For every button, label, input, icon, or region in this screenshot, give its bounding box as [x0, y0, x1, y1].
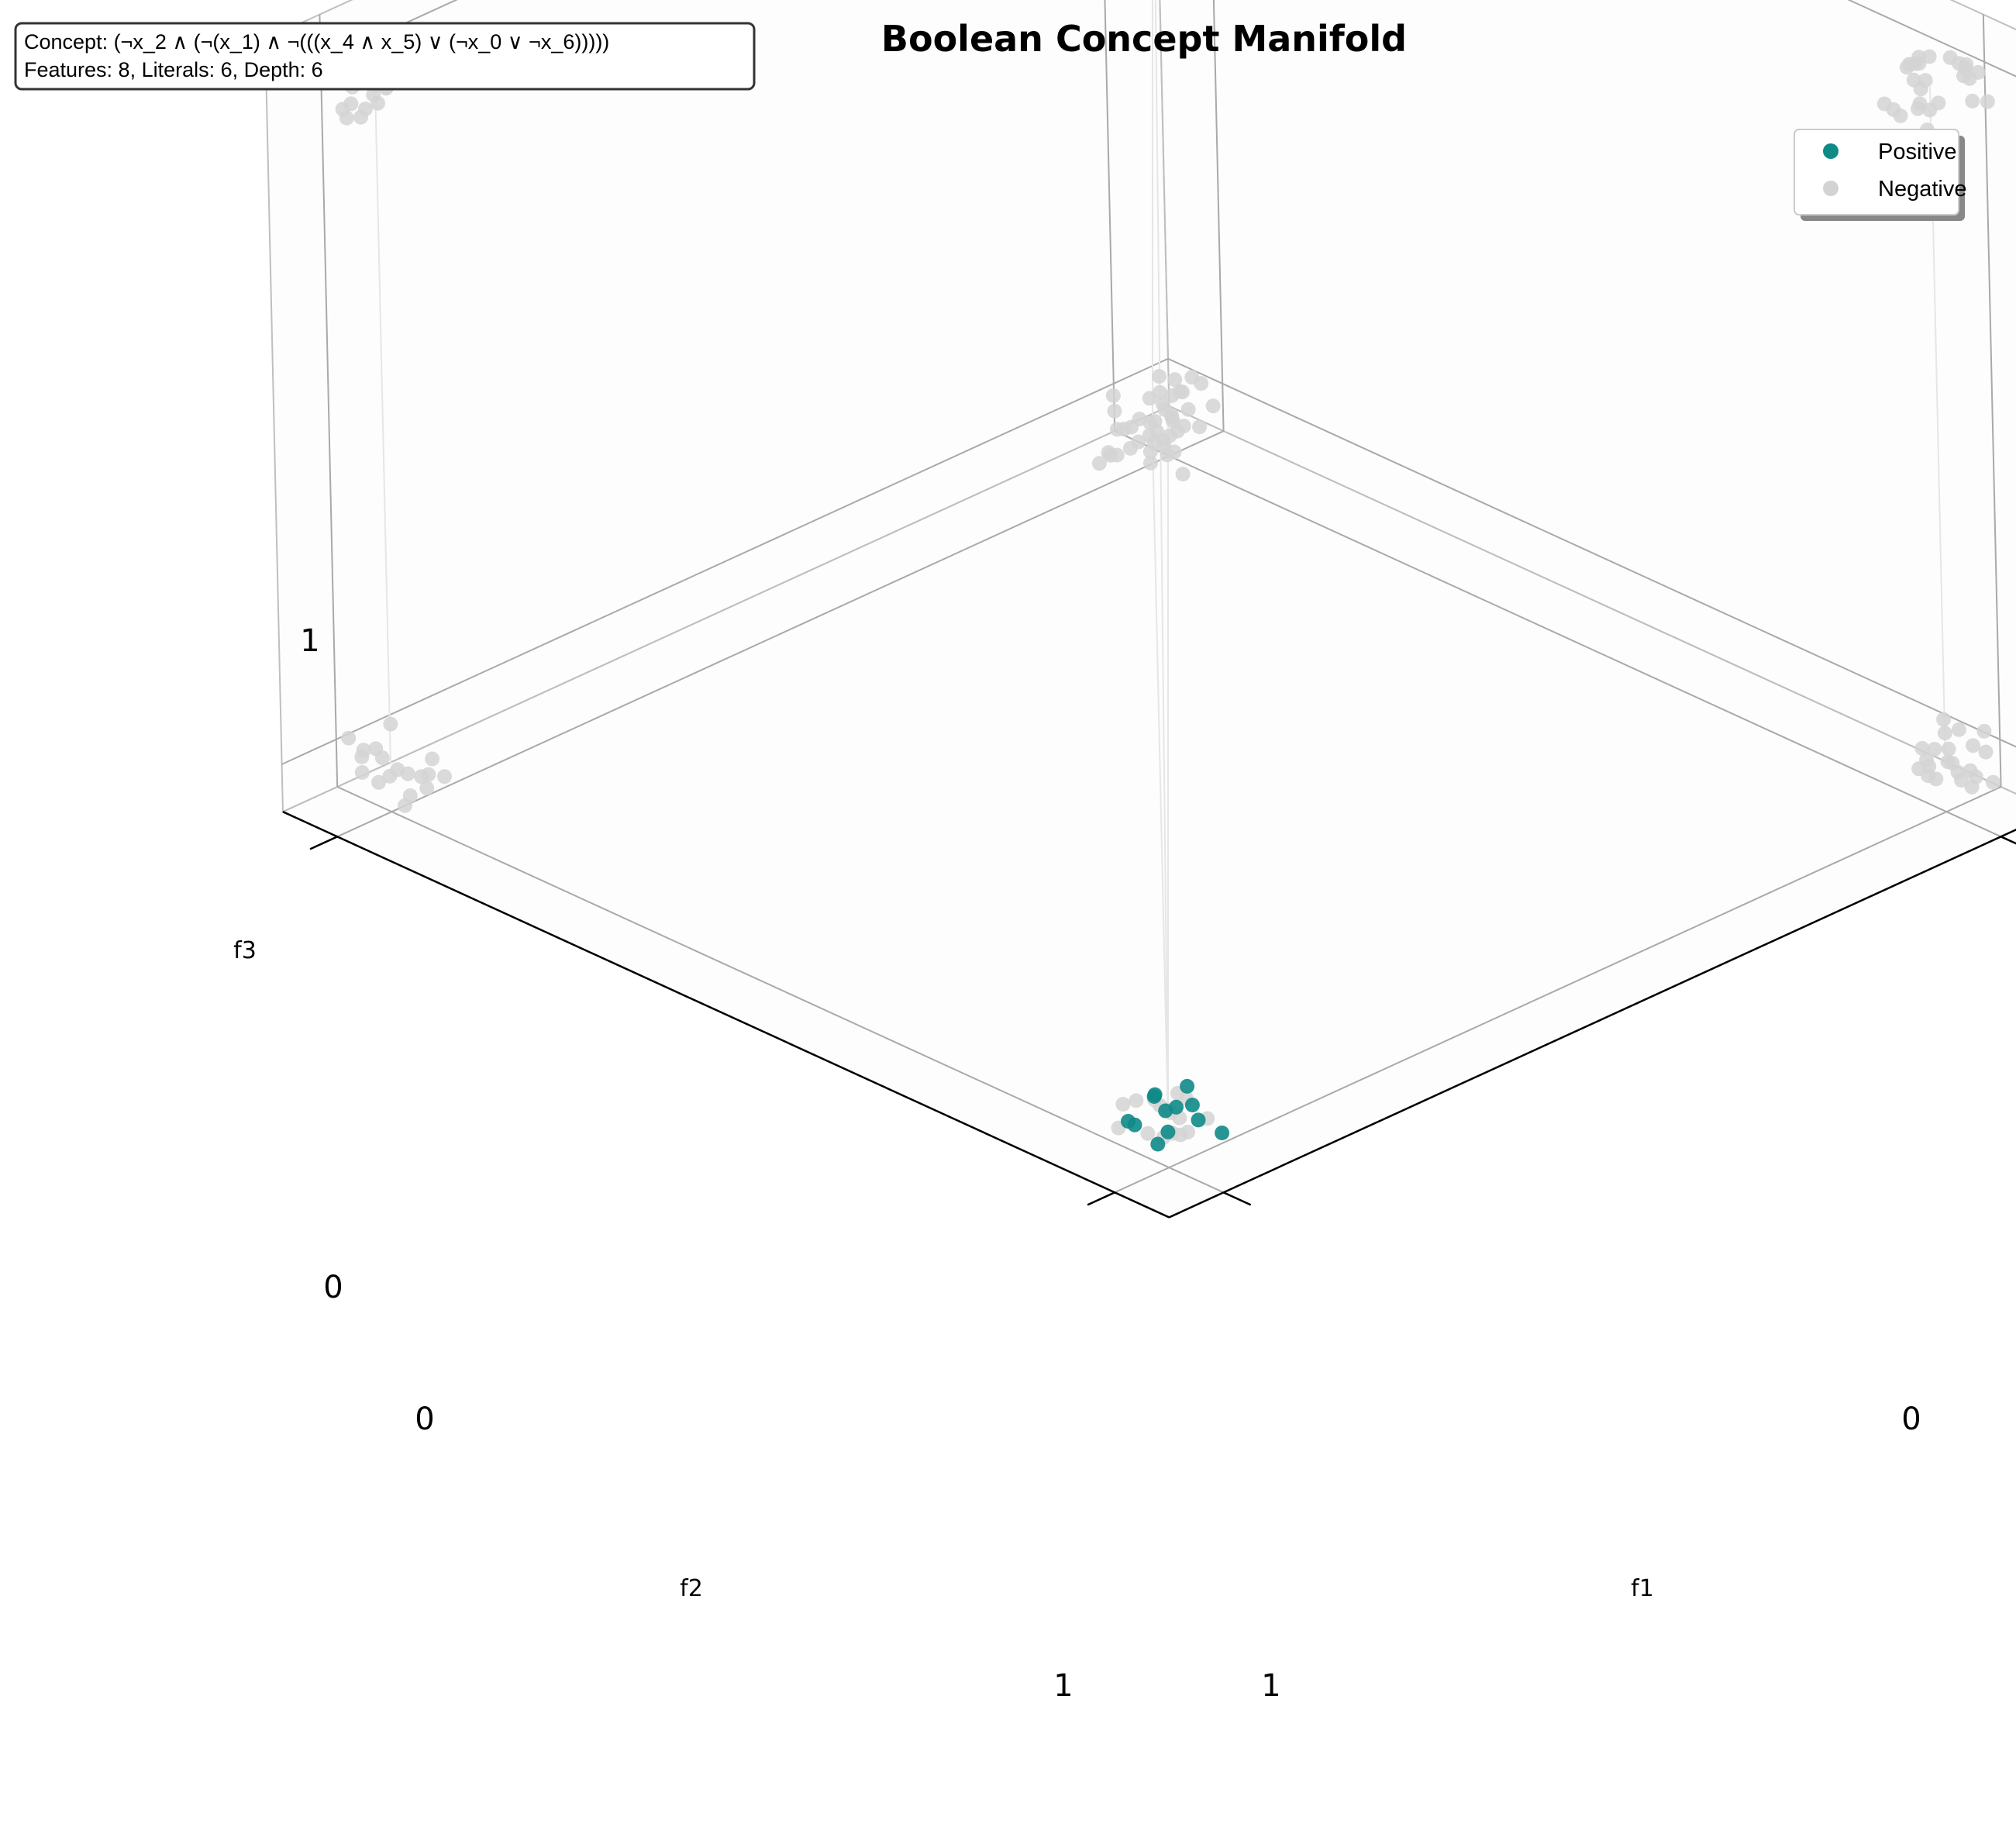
concept-stats: Features: 8, Literals: 6, Depth: 6: [24, 58, 323, 81]
legend: Positive Negative: [1794, 129, 1966, 221]
negative-point-138: [1959, 57, 1973, 72]
x-tick-label-0: 0: [1901, 1402, 1921, 1437]
x-tick-label-1: 1: [1261, 1668, 1280, 1704]
positive-point-176: [1147, 1089, 1162, 1104]
negative-point-46: [1942, 742, 1956, 757]
negative-point-96: [1131, 435, 1146, 450]
y-tick-label-0: 0: [415, 1402, 434, 1437]
negative-point-50: [1914, 741, 1929, 756]
negative-point-97: [1176, 467, 1191, 481]
negative-point-53: [1963, 764, 1978, 778]
negative-point-118: [353, 110, 368, 125]
y-axis-label: f2: [680, 1575, 703, 1602]
y-tick-0: [1224, 1192, 1251, 1205]
negative-point-66: [1206, 398, 1221, 413]
negative-point-85: [1192, 419, 1207, 434]
info-box: Concept: (¬x_2 ∧ (¬(x_1) ∧ ¬(((x_4 ∧ x_5…: [16, 23, 754, 89]
negative-point-20: [383, 717, 398, 732]
negative-point-129: [1894, 109, 1908, 123]
negative-point-48: [1921, 759, 1936, 774]
x-axis-label: f1: [1631, 1575, 1654, 1602]
legend-negative-label: Negative: [1878, 177, 1966, 202]
negative-point-17: [437, 769, 452, 784]
y-tick-1: [2001, 836, 2016, 849]
negative-point-73: [1152, 369, 1167, 384]
z-tick-label-1: 1: [300, 623, 319, 659]
y-tick-label-1: 1: [1053, 1668, 1073, 1704]
z-tick-label-0: 0: [323, 1270, 343, 1305]
z-axis-label: f3: [233, 937, 257, 964]
negative-point-83: [1157, 402, 1172, 417]
positive-point-177: [1180, 1079, 1194, 1094]
positive-point-175: [1121, 1114, 1136, 1129]
negative-point-36: [1936, 712, 1951, 727]
negative-point-95: [1103, 448, 1118, 463]
negative-point-32: [425, 752, 439, 767]
positive-point-179: [1150, 1137, 1165, 1152]
negative-point-147: [1911, 50, 1926, 64]
negative-point-70: [1108, 404, 1122, 419]
negative-point-22: [398, 798, 412, 813]
concept-formula: Concept: (¬x_2 ∧ (¬(x_1) ∧ ¬(((x_4 ∧ x_5…: [24, 30, 609, 53]
negative-point-79: [1142, 391, 1157, 405]
negative-point-18: [355, 765, 370, 780]
negative-point-55: [1938, 726, 1952, 740]
negative-point-89: [1143, 456, 1158, 471]
negative-point-43: [1976, 724, 1991, 739]
negative-point-12: [1129, 1093, 1143, 1108]
legend-negative-marker: [1823, 181, 1839, 196]
negative-point-87: [1170, 424, 1185, 439]
negative-point-131: [1965, 94, 1980, 109]
positive-point-178: [1158, 1104, 1173, 1119]
positive-point-170: [1185, 1098, 1200, 1112]
negative-point-44: [1952, 722, 1966, 737]
negative-point-141: [1907, 73, 1921, 88]
negative-point-60: [1181, 402, 1196, 417]
negative-point-91: [1117, 422, 1132, 436]
x-tick-1: [310, 836, 337, 849]
negative-point-117: [343, 96, 358, 111]
negative-point-38: [1966, 738, 1980, 753]
negative-point-137: [1931, 95, 1945, 110]
legend-positive-label: Positive: [1878, 140, 1957, 164]
positive-point-168: [1215, 1126, 1229, 1140]
negative-point-54: [1979, 745, 1994, 760]
negative-point-98: [1132, 412, 1147, 426]
negative-point-99: [1157, 439, 1172, 453]
negative-point-143: [1963, 71, 1977, 86]
negative-point-119: [370, 96, 385, 111]
axis-panes: [265, 0, 2016, 1217]
negative-point-29: [341, 731, 356, 746]
negative-point-133: [1980, 95, 1995, 109]
legend-positive-marker: [1823, 143, 1839, 159]
negative-point-86: [1149, 424, 1164, 439]
negative-point-33: [371, 775, 386, 790]
chart-title: Boolean Concept Manifold: [881, 18, 1407, 60]
negative-point-24: [368, 741, 383, 756]
negative-point-26: [414, 769, 429, 784]
negative-point-15: [1115, 1097, 1130, 1112]
negative-point-27: [354, 750, 369, 764]
negative-point-145: [1877, 97, 1892, 112]
negative-point-49: [1941, 754, 1956, 769]
negative-point-77: [1165, 388, 1180, 403]
negative-point-34: [1986, 775, 2000, 790]
positive-point-169: [1191, 1112, 1206, 1127]
negative-point-56: [1106, 388, 1121, 403]
positive-point-173: [1160, 1125, 1175, 1139]
negative-point-146: [1912, 96, 1927, 111]
negative-point-13: [1180, 1125, 1195, 1139]
x-tick-0: [1087, 1192, 1115, 1205]
negative-point-74: [1184, 370, 1199, 384]
